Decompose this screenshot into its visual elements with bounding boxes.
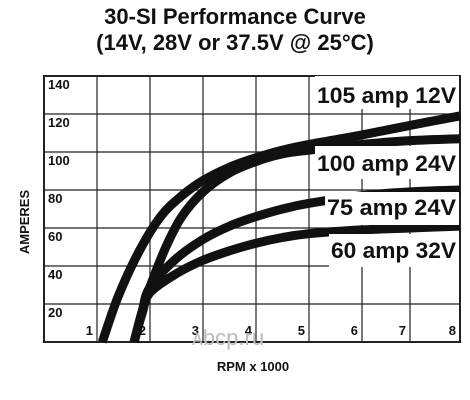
chart-title: 30-SI Performance Curve — [104, 4, 366, 29]
annotation-backdrop — [315, 76, 459, 109]
y-tick-label: 60 — [48, 229, 62, 244]
annotation-backdrop — [329, 234, 459, 267]
x-tick-label: 8 — [449, 323, 456, 338]
x-tick-label: 5 — [298, 323, 305, 338]
plot-frame — [43, 75, 461, 343]
x-tick-label: 4 — [245, 323, 253, 338]
annotation-backdrop — [325, 192, 459, 225]
tick-labels: 20 40 60 80 100 120 140 1 2 3 4 5 6 7 8 — [48, 77, 456, 338]
series-line — [129, 221, 461, 344]
y-tick-label: 140 — [48, 77, 70, 92]
series-line — [98, 111, 461, 344]
series-annotation: 75 amp 24V — [327, 195, 456, 220]
x-tick-label: 2 — [139, 323, 146, 338]
series-annotation: 105 amp 12V — [317, 83, 456, 108]
y-tick-label: 100 — [48, 153, 70, 168]
series-annotation: 100 amp 24V — [317, 151, 456, 176]
x-tick-label: 6 — [351, 323, 358, 338]
annotations: 105 amp 12V 100 amp 24V 75 amp 24V 60 amp 3… — [315, 76, 459, 267]
y-tick-label: 120 — [48, 115, 70, 130]
x-tick-label: 3 — [192, 323, 199, 338]
annotation-backdrop — [315, 146, 459, 179]
x-axis-label: RPM x 1000 — [217, 359, 289, 374]
y-axis-label: AMPERES — [17, 190, 32, 255]
y-tick-label: 20 — [48, 305, 62, 320]
x-tick-label: 7 — [399, 323, 406, 338]
watermark-text: ᴀbcp.ru — [192, 325, 264, 350]
chart-subtitle: (14V, 28V or 37.5V @ 25°C) — [96, 30, 374, 55]
y-tick-label: 80 — [48, 191, 62, 206]
series-annotation: 60 amp 32V — [331, 238, 456, 263]
y-tick-label: 40 — [48, 267, 62, 282]
x-tick-label: 1 — [86, 323, 93, 338]
